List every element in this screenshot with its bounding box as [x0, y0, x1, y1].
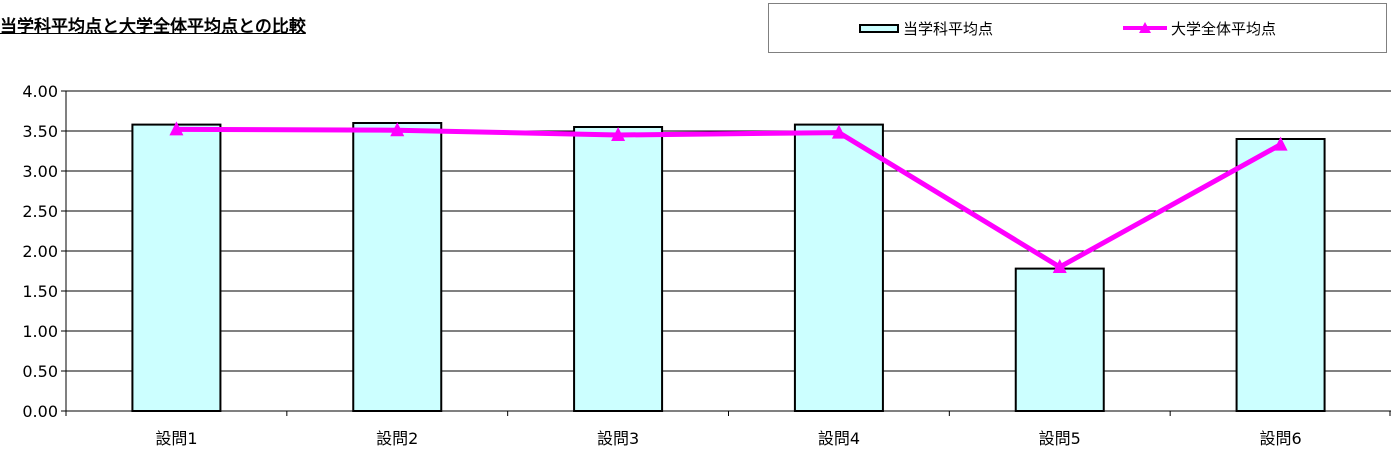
- bar: [793, 123, 884, 412]
- bar: [1014, 267, 1105, 412]
- y-tick-label: 0.00: [22, 402, 58, 421]
- x-tick-label: 設問4: [818, 429, 860, 448]
- legend: 当学科平均点 大学全体平均点: [768, 3, 1387, 53]
- legend-item-line: 大学全体平均点: [1123, 4, 1276, 52]
- y-tick-label: 0.50: [22, 362, 58, 381]
- line-marker-triangle: [1052, 259, 1067, 273]
- legend-line-swatch-icon: [1123, 22, 1167, 33]
- line-marker-triangle: [611, 127, 626, 141]
- bar: [131, 123, 222, 412]
- bar: [573, 126, 664, 412]
- legend-label-bar: 当学科平均点: [903, 19, 994, 38]
- legend-bar-swatch-icon: [859, 23, 899, 33]
- y-tick-label: 4.00: [22, 82, 58, 101]
- x-tick-label: 設問2: [376, 429, 418, 448]
- y-tick-label: 2.00: [22, 242, 58, 261]
- y-tick-label: 2.50: [22, 202, 58, 221]
- x-tick-label: 設問5: [1039, 429, 1081, 448]
- line-marker-triangle: [169, 121, 184, 136]
- line-series: [176, 126, 1282, 270]
- legend-item-bar: 当学科平均点: [859, 4, 993, 52]
- x-tick-label: 設問3: [597, 429, 639, 448]
- y-tick-label: 1.50: [22, 282, 58, 301]
- legend-label-line: 大学全体平均点: [1171, 19, 1277, 38]
- y-tick-label: 1.00: [22, 322, 58, 341]
- line-marker-triangle: [831, 124, 846, 139]
- bar: [352, 122, 443, 412]
- y-tick-label: 3.00: [22, 162, 58, 181]
- x-tick-label: 設問6: [1259, 429, 1301, 448]
- line-marker-triangle: [390, 122, 405, 137]
- bar: [1235, 138, 1326, 412]
- line-marker-triangle: [1273, 136, 1288, 151]
- y-tick-label: 3.50: [22, 122, 58, 141]
- x-tick-label: 設問1: [155, 429, 197, 448]
- chart-title: 当学科平均点と大学全体平均点との比較: [0, 17, 306, 37]
